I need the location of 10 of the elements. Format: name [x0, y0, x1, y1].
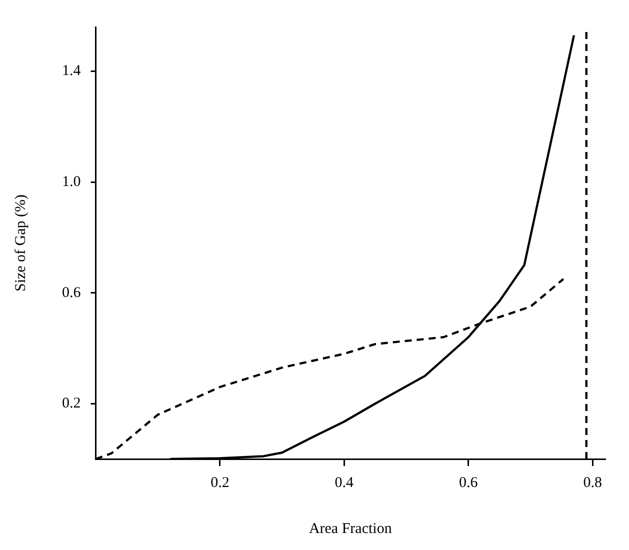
- y-tick-label: 0.2: [62, 396, 81, 412]
- x-tick-label: 0.6: [458, 474, 478, 491]
- x-tick-label: 0.4: [334, 474, 354, 491]
- y-axis-title: Size of Gap (%): [12, 194, 29, 292]
- x-axis-title: Area Fraction: [308, 520, 392, 537]
- y-tick-label: 1.4: [62, 63, 82, 80]
- x-tick-label: 0.2: [210, 474, 230, 491]
- y-tick-label: 0.6: [62, 284, 82, 301]
- y-tick-label: 1.0: [62, 174, 81, 190]
- x-tick-label: 0.8: [583, 474, 602, 491]
